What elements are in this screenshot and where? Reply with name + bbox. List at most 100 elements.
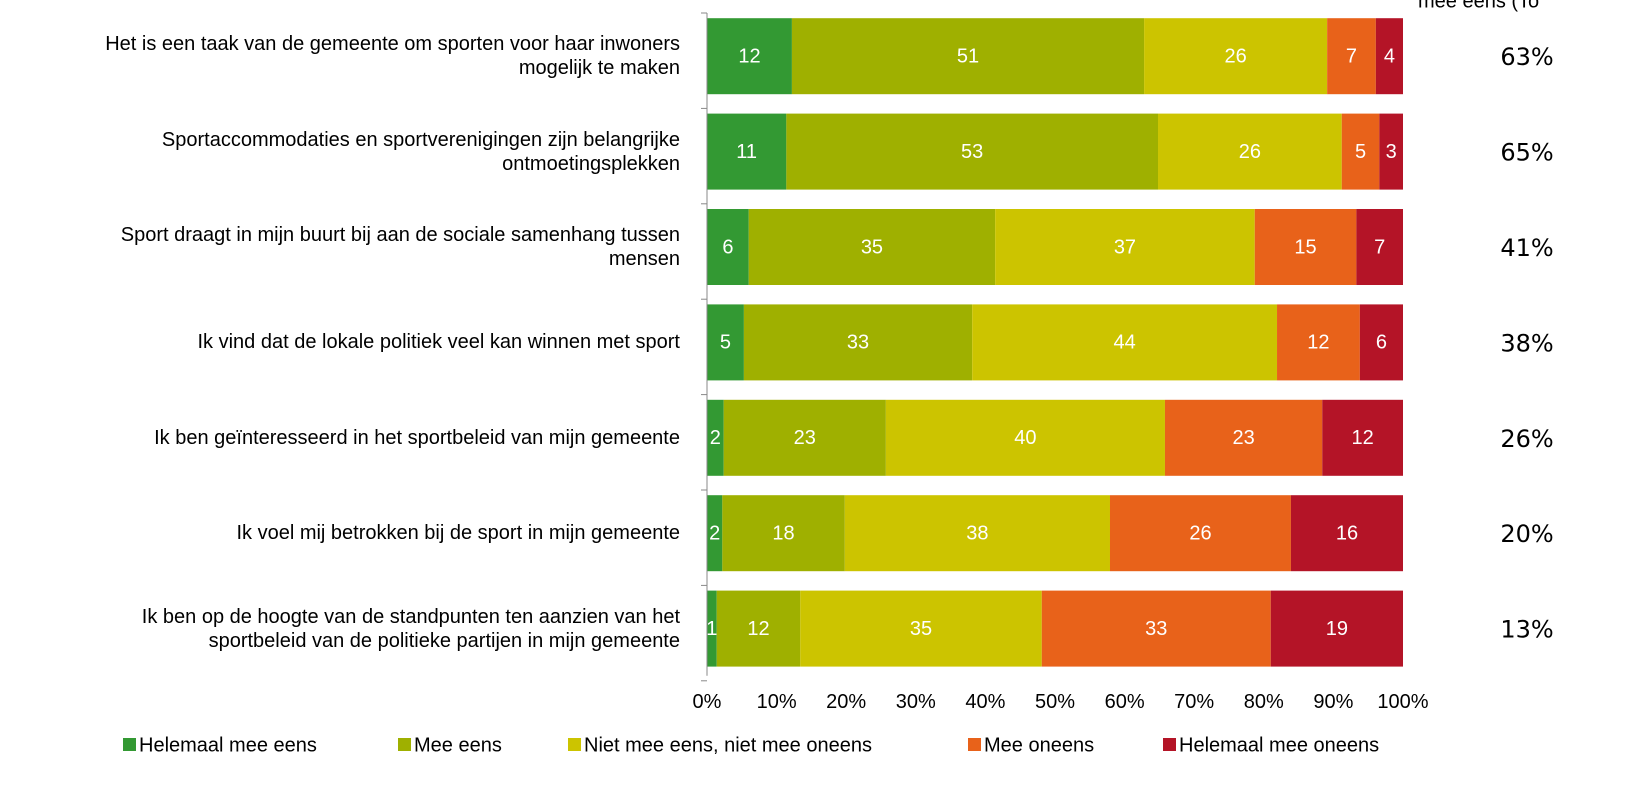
x-tick-label: 30% [896, 691, 936, 713]
bar-segment [1356, 209, 1403, 285]
segment-label: 53 [961, 141, 983, 163]
segment-label: 5 [1355, 141, 1366, 163]
segment-label: 19 [1326, 618, 1348, 640]
legend-label: Mee oneens [984, 734, 1094, 756]
segment-label: 35 [861, 236, 883, 258]
segment-label: 12 [1307, 332, 1329, 354]
segment-label: 7 [1346, 45, 1357, 67]
category-label: Het is een taak van de gemeente om sport… [105, 33, 680, 80]
x-tick-label: 60% [1105, 691, 1145, 713]
segment-label: 35 [910, 618, 932, 640]
legend-swatch [123, 738, 136, 751]
x-tick-label: 80% [1244, 691, 1284, 713]
bar-segment [707, 590, 717, 667]
segment-label: 4 [1384, 45, 1395, 67]
segment-label: 2 [710, 427, 721, 449]
category-label: Sportaccommodaties en sportverenigingen … [161, 128, 680, 175]
right-column-value: 26% [1500, 425, 1553, 453]
bar-segment [1290, 495, 1403, 572]
legend-swatch [968, 738, 981, 751]
bar-segment [1270, 590, 1403, 667]
bar-segment [1327, 18, 1376, 95]
segment-label: 26 [1189, 522, 1211, 544]
category-label: Ik vind dat de lokale politiek veel kan … [197, 331, 681, 354]
category-label: Ik voel mij betrokken bij de sport in mi… [236, 522, 680, 545]
bar-segment [800, 590, 1042, 667]
right-column-value: 63% [1500, 43, 1553, 71]
right-column-value: 65% [1500, 139, 1553, 167]
right-column-value: 41% [1500, 234, 1553, 262]
bar-segment [1359, 304, 1403, 381]
x-tick-label: 90% [1313, 691, 1353, 713]
bar-segment [722, 495, 845, 572]
bar-segment [723, 399, 886, 476]
x-tick-label: 70% [1174, 691, 1214, 713]
legend-label: Helemaal mee oneens [1179, 734, 1379, 756]
x-tick-label: 50% [1035, 691, 1075, 713]
bar-segment [707, 304, 744, 381]
category-label: Ik ben op de hoogte van de standpunten t… [141, 605, 680, 652]
segment-label: 12 [747, 618, 769, 640]
bar-segment [1341, 113, 1380, 190]
legend-label: Mee eens [414, 734, 502, 756]
bar-segment [995, 209, 1255, 285]
right-column-value: 38% [1500, 329, 1553, 357]
bar-segment [707, 495, 723, 572]
bar-segment [1109, 495, 1291, 572]
bar-segment [707, 113, 787, 190]
bar-segment [707, 399, 724, 476]
segment-label: 40 [1014, 427, 1036, 449]
segment-label: 26 [1224, 45, 1246, 67]
right-column-header: mee eens (To [1418, 0, 1539, 12]
bar-segment [707, 18, 792, 95]
legend-label: Niet mee eens, niet mee oneens [584, 734, 872, 756]
segment-label: 3 [1386, 141, 1397, 163]
legend-swatch [398, 738, 411, 751]
segment-label: 2 [709, 522, 720, 544]
segment-label: 5 [720, 332, 731, 354]
segment-label: 11 [736, 141, 757, 163]
segment-label: 18 [772, 522, 794, 544]
legend-label: Helemaal mee eens [139, 734, 317, 756]
segment-label: 16 [1336, 522, 1358, 544]
bar-segment [844, 495, 1110, 572]
bar-segment [748, 209, 996, 285]
segment-label: 15 [1294, 236, 1316, 258]
segment-label: 26 [1239, 141, 1261, 163]
segment-label: 1 [706, 618, 717, 640]
x-tick-label: 0% [693, 691, 722, 713]
bar-segment [1379, 113, 1403, 190]
bar-segment [1254, 209, 1357, 285]
segment-label: 33 [847, 332, 869, 354]
x-tick-label: 10% [757, 691, 797, 713]
bar-segment [1144, 18, 1328, 95]
segment-label: 38 [966, 522, 988, 544]
x-tick-label: 20% [826, 691, 866, 713]
right-column-value: 13% [1500, 616, 1553, 644]
bar-segment [743, 304, 973, 381]
bar-segment [1322, 399, 1403, 476]
bar-segment [1375, 18, 1403, 95]
bar-segment [1158, 113, 1342, 190]
segment-label: 51 [957, 45, 979, 67]
segment-label: 37 [1114, 236, 1136, 258]
segment-label: 6 [722, 236, 733, 258]
bar-segment [885, 399, 1165, 476]
bar-segment [716, 590, 801, 667]
segment-label: 44 [1113, 332, 1135, 354]
x-tick-label: 100% [1377, 691, 1428, 713]
x-tick-label: 40% [965, 691, 1005, 713]
bar-segment [791, 18, 1145, 95]
bar-segment [1277, 304, 1360, 381]
legend-swatch [568, 738, 581, 751]
segment-label: 12 [738, 45, 760, 67]
segment-label: 6 [1376, 332, 1387, 354]
bar-segment [707, 209, 749, 285]
segment-label: 33 [1145, 618, 1167, 640]
segment-label: 23 [794, 427, 816, 449]
bar-segment [786, 113, 1159, 190]
bar-segment [1164, 399, 1323, 476]
right-column-value: 20% [1500, 520, 1553, 548]
